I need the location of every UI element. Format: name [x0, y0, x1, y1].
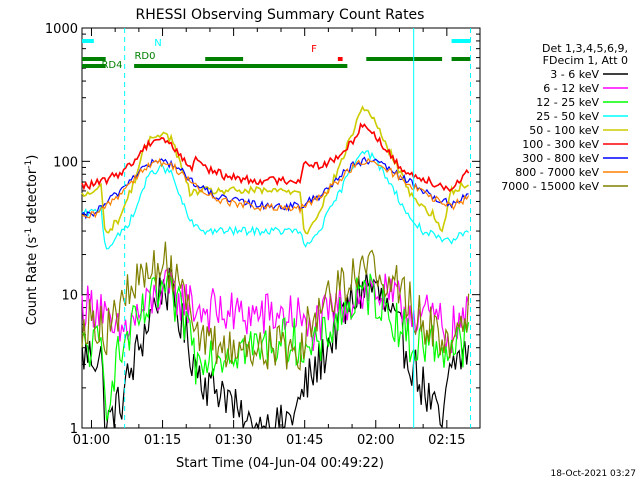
legend-entry-label: 7000 - 15000 keV [501, 180, 599, 193]
state-bar-label: RD4 [101, 60, 122, 71]
state-bar-label: F [311, 44, 317, 55]
legend-entry-label: 100 - 300 keV [522, 138, 599, 151]
legend-entry-label: 3 - 6 keV [550, 68, 599, 81]
x-axis-label: Start Time (04-Jun-04 00:49:22) [176, 456, 384, 471]
y-tick-label: 1 [70, 422, 78, 437]
y-axis-label: Count Rate (s-1 detector-1) [24, 155, 40, 326]
y-axis-label-mid: detector [25, 168, 40, 228]
footer-timestamp: 18-Oct-2021 03:27 [551, 469, 636, 479]
series-line-0 [81, 267, 470, 431]
legend-entry-label: 25 - 50 keV [536, 110, 599, 123]
series-line-6 [81, 156, 469, 220]
x-tick-label: 01:15 [144, 433, 181, 448]
y-axis-label-end: ) [25, 155, 40, 160]
y-axis-label-main: Count Rate (s [25, 237, 40, 326]
y-tick-label: 100 [53, 155, 78, 170]
x-tick-label: 01:00 [73, 433, 110, 448]
x-tick-label: 02:15 [428, 433, 465, 448]
state-bar-label: RD0 [134, 51, 155, 62]
series-line-7 [81, 157, 470, 219]
series-line-3 [81, 150, 469, 250]
series-line-5 [81, 122, 470, 192]
x-tick-label: 01:30 [215, 433, 252, 448]
legend-header-line-2: FDecim 1, Att 0 [543, 54, 628, 67]
legend-entry-label: 12 - 25 keV [536, 96, 599, 109]
y-tick-label: 10 [61, 289, 78, 304]
state-bar-label: N [154, 38, 161, 49]
legend-entry-label: 6 - 12 keV [543, 82, 599, 95]
legend-entry-label: 300 - 800 keV [522, 152, 599, 165]
y-axis-label-sup2: -1 [24, 160, 34, 169]
series-line-8 [81, 241, 470, 371]
legend-entry-label: 50 - 100 keV [529, 124, 599, 137]
y-axis-label-sup1: -1 [24, 228, 34, 237]
legend: Det 1,3,4,5,6,9, FDecim 1, Att 0 3 - 6 k… [501, 42, 628, 193]
x-tick-label: 02:00 [357, 433, 394, 448]
y-tick-label: 1000 [45, 22, 78, 37]
chart-title: RHESSI Observing Summary Count Rates [136, 7, 425, 23]
x-tick-label: 01:45 [286, 433, 323, 448]
legend-header-line-1: Det 1,3,4,5,6,9, [542, 42, 628, 55]
series-line-1 [81, 267, 470, 355]
legend-entry-label: 800 - 7000 keV [515, 166, 599, 179]
